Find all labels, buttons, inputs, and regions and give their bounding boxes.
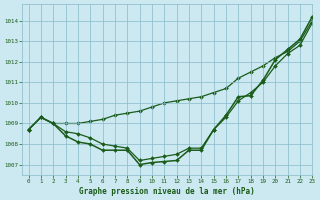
X-axis label: Graphe pression niveau de la mer (hPa): Graphe pression niveau de la mer (hPa) [79,187,255,196]
